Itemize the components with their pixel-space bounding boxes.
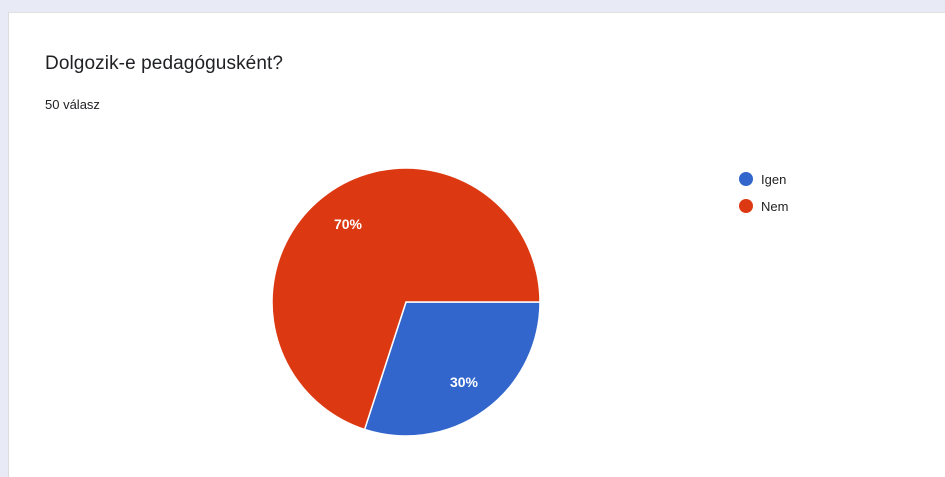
legend-swatch-igen — [739, 172, 753, 186]
response-count: 50 válasz — [45, 97, 100, 112]
legend-swatch-nem — [739, 199, 753, 213]
legend-item-igen[interactable]: Igen — [739, 172, 786, 187]
legend-label-igen: Igen — [761, 172, 786, 187]
question-title: Dolgozik-e pedagógusként? — [45, 53, 284, 74]
pie-slice-label-igen: 30% — [450, 374, 479, 390]
pie-slice-nem[interactable] — [271, 167, 541, 431]
chart-legend[interactable]: Igen Nem — [739, 172, 788, 214]
legend-label-nem: Nem — [761, 199, 788, 214]
pie-slice-labels: 30% 70% — [334, 216, 479, 390]
pie-slice-igen[interactable] — [363, 301, 541, 437]
pie-slice-label-nem: 70% — [334, 216, 363, 232]
pie-slices — [271, 167, 541, 437]
legend-item-nem[interactable]: Nem — [739, 199, 788, 214]
